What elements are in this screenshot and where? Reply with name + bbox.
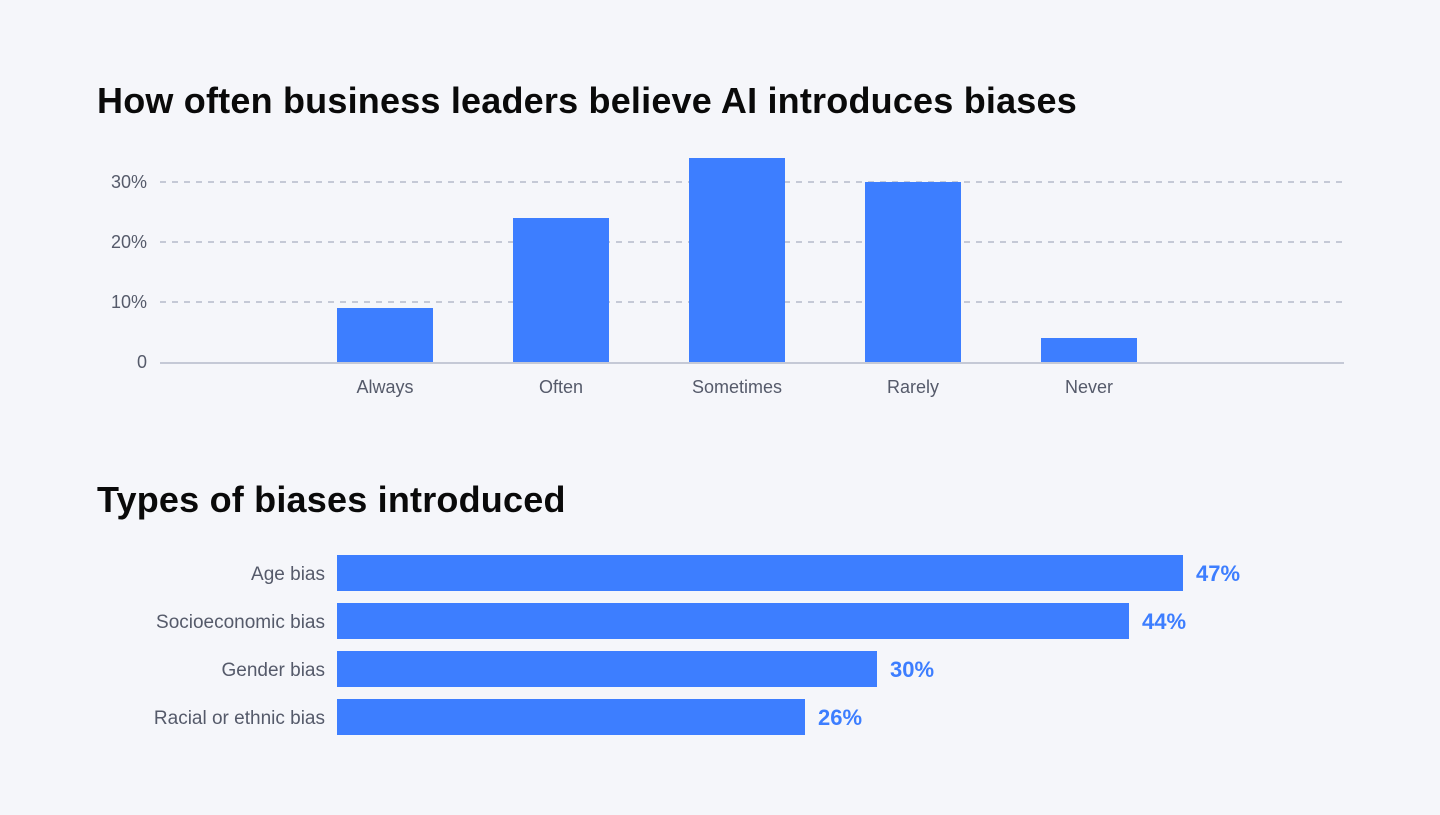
category-label: Socioeconomic bias [156, 612, 325, 633]
bar-socioeconomic-bias [337, 603, 1129, 639]
value-label: 30% [890, 657, 934, 682]
bar-always [337, 308, 433, 362]
x-tick-label: Sometimes [692, 377, 782, 397]
x-tick-label: Rarely [887, 377, 939, 397]
value-label: 44% [1142, 609, 1186, 634]
bar-rarely [865, 182, 961, 362]
bar-racial-or-ethnic-bias [337, 699, 805, 735]
bar-never [1041, 338, 1137, 362]
x-tick-label: Always [356, 377, 413, 397]
category-label: Racial or ethnic bias [154, 708, 325, 729]
y-tick-label: 0 [137, 352, 147, 372]
y-tick-label: 20% [111, 232, 147, 252]
x-tick-label: Never [1065, 377, 1113, 397]
y-tick-label: 10% [111, 292, 147, 312]
chart-title-frequency: How often business leaders believe AI in… [97, 80, 1077, 121]
y-tick-label: 30% [111, 172, 147, 192]
x-tick-label: Often [539, 377, 583, 397]
bar-gender-bias [337, 651, 877, 687]
bar-age-bias [337, 555, 1183, 591]
category-label: Age bias [251, 564, 325, 585]
category-label: Gender bias [221, 660, 325, 681]
value-label: 47% [1196, 561, 1240, 586]
bar-sometimes [689, 158, 785, 362]
chart-title-types: Types of biases introduced [97, 479, 566, 520]
bar-often [513, 218, 609, 362]
value-label: 26% [818, 705, 862, 730]
